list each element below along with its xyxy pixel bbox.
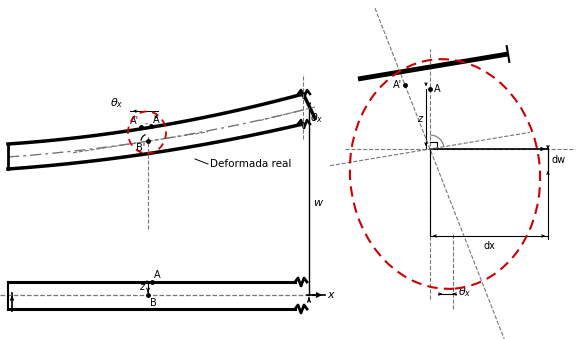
Text: $\theta_x$: $\theta_x$ <box>110 96 123 110</box>
Text: A': A' <box>130 116 139 126</box>
Text: A: A <box>153 115 160 125</box>
Text: z: z <box>417 114 422 124</box>
Text: w: w <box>313 198 322 207</box>
Text: dw: dw <box>552 155 566 165</box>
Text: $\theta_x$: $\theta_x$ <box>310 111 324 125</box>
Text: A: A <box>154 270 161 280</box>
Text: A': A' <box>393 80 402 90</box>
Text: Deformada real: Deformada real <box>210 159 291 169</box>
Text: B': B' <box>136 143 145 153</box>
Text: B: B <box>150 298 157 308</box>
Text: dx: dx <box>483 241 495 251</box>
Text: z: z <box>139 282 144 292</box>
Text: x: x <box>327 290 333 300</box>
Text: $\theta_x$: $\theta_x$ <box>458 285 472 299</box>
Text: A: A <box>434 84 441 94</box>
